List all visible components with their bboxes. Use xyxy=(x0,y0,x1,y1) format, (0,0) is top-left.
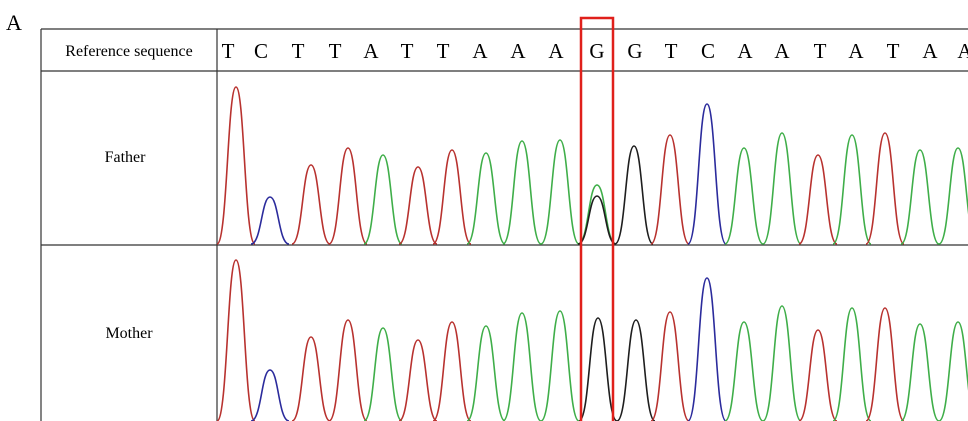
base-letter: A xyxy=(848,39,864,63)
base-letter: C xyxy=(254,39,268,63)
base-letter: T xyxy=(329,39,342,63)
base-letter: A xyxy=(957,39,968,63)
header-label: Reference sequence xyxy=(65,43,192,60)
row-label: Mother xyxy=(105,325,153,342)
base-letter: T xyxy=(292,39,305,63)
base-letter: T xyxy=(665,39,678,63)
base-letter: A xyxy=(548,39,564,63)
base-letter: A xyxy=(510,39,526,63)
background xyxy=(0,0,968,421)
base-letter: T xyxy=(887,39,900,63)
base-letter: A xyxy=(737,39,753,63)
figure-label: A xyxy=(6,10,22,35)
base-letter: G xyxy=(589,39,604,63)
base-letter: A xyxy=(472,39,488,63)
base-letter: A xyxy=(774,39,790,63)
base-letter: G xyxy=(627,39,642,63)
chromatogram-figure: A Reference sequence Father Mother TCTTA… xyxy=(0,0,968,421)
base-letter: T xyxy=(814,39,827,63)
base-letter: A xyxy=(922,39,938,63)
row-label: Father xyxy=(105,149,147,166)
base-letter: T xyxy=(222,39,235,63)
base-letter: C xyxy=(701,39,715,63)
base-letter: T xyxy=(401,39,414,63)
base-letter: A xyxy=(363,39,379,63)
base-letter: T xyxy=(437,39,450,63)
